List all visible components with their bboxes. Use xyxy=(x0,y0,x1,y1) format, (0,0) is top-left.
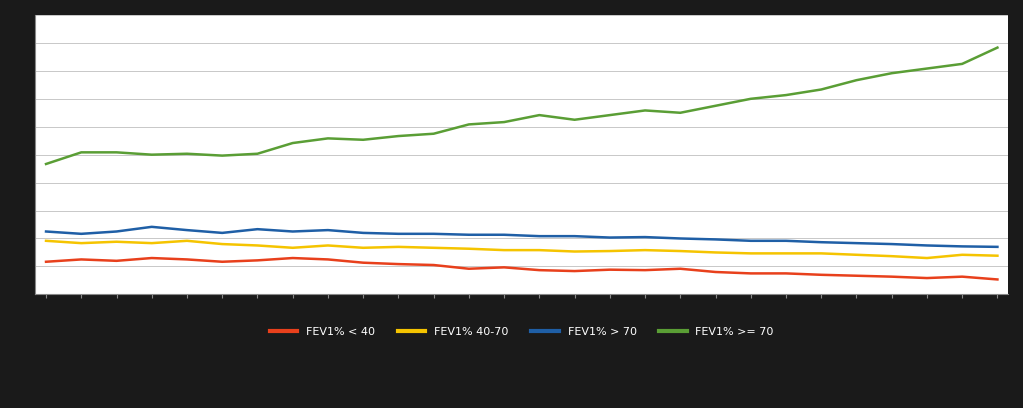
Legend: FEV1% < 40, FEV1% 40-70, FEV1% > 70, FEV1% >= 70: FEV1% < 40, FEV1% 40-70, FEV1% > 70, FEV… xyxy=(265,322,779,341)
